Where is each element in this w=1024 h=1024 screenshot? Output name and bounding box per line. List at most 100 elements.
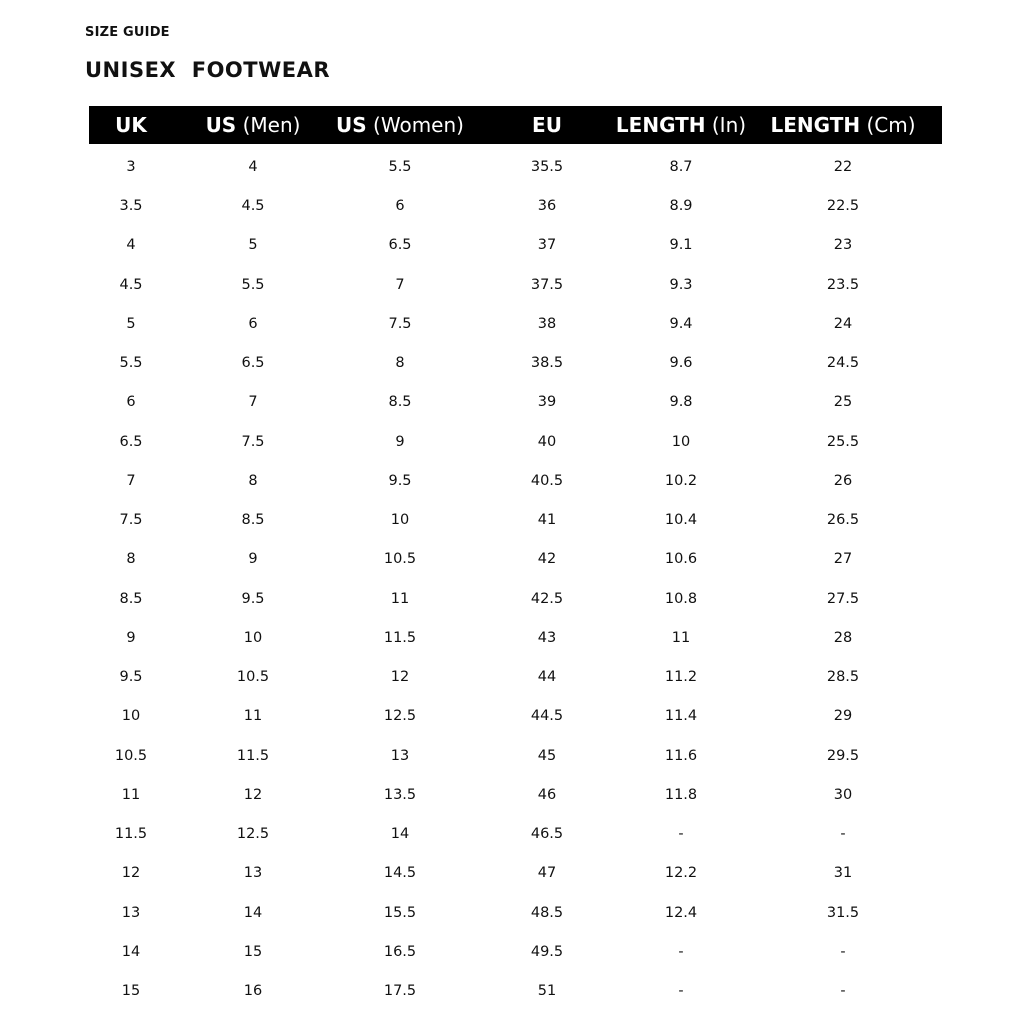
cell-us-women: 15.5 [383, 904, 417, 921]
cell-us-men: 7 [248, 394, 258, 411]
cell-length-in: 8.7 [669, 159, 693, 175]
cell-us-men: 5.5 [241, 276, 265, 293]
cell-us-women: 9 [395, 433, 405, 450]
cell-eu: 38 [537, 315, 557, 332]
cell-uk: 10 [121, 708, 141, 725]
column-header-length-cm: LENGTH (Cm) [770, 106, 915, 144]
cell-length-in: 11.8 [664, 786, 698, 803]
cell-length-in: 9.3 [669, 276, 693, 293]
cell-us-women: 16.5 [383, 943, 417, 960]
cell-us-women: 13.5 [383, 786, 417, 803]
cell-eu: 43 [537, 629, 557, 646]
cell-us-men: 9.5 [241, 590, 265, 607]
cell-length-cm: 27 [833, 551, 853, 568]
cell-uk: 5 [126, 315, 136, 332]
table-row: 4 5 6.5 37 9.1 23 [89, 235, 942, 255]
cell-uk: 10.5 [114, 747, 148, 764]
cell-us-women: 13 [390, 747, 410, 764]
cell-eu: 42 [537, 551, 557, 568]
cell-us-women: 10 [390, 512, 410, 529]
cell-us-men: 12 [243, 786, 263, 803]
cell-uk: 3 [126, 159, 136, 175]
cell-length-in: 10.8 [664, 590, 698, 607]
cell-us-men: 7.5 [241, 433, 265, 450]
cell-length-cm: 28 [833, 629, 853, 646]
cell-uk: 14 [121, 943, 141, 960]
cell-length-cm: - [840, 943, 846, 960]
cell-us-men: 10 [243, 629, 263, 646]
cell-us-men: 9 [248, 551, 258, 568]
cell-length-in: - [678, 826, 684, 843]
column-header-bold: UK [115, 113, 147, 137]
cell-uk: 9 [126, 629, 136, 646]
cell-length-in: 10.2 [664, 472, 698, 489]
page-title: UNISEX FOOTWEAR [85, 58, 331, 82]
column-header-bold: EU [532, 113, 562, 137]
cell-length-in: 8.9 [669, 198, 693, 215]
cell-eu: 38.5 [530, 355, 564, 372]
column-header-unit: (Women) [366, 113, 464, 137]
cell-length-cm: 24.5 [826, 355, 860, 372]
cell-length-cm: 29.5 [826, 747, 860, 764]
cell-us-women: 7 [395, 276, 405, 293]
cell-eu: 44.5 [530, 708, 564, 725]
table-row: 13 14 15.5 48.5 12.4 31.5 [89, 903, 942, 923]
cell-us-women: 17.5 [383, 983, 417, 1000]
cell-us-men: 10.5 [236, 669, 270, 686]
cell-us-women: 10.5 [383, 551, 417, 568]
cell-us-men: 4.5 [241, 198, 265, 215]
cell-us-women: 7.5 [388, 315, 412, 332]
table-row: 12 13 14.5 47 12.2 31 [89, 863, 942, 883]
cell-eu: 51 [537, 983, 557, 1000]
cell-us-women: 8.5 [388, 394, 412, 411]
table-row: 7 8 9.5 40.5 10.2 26 [89, 471, 942, 491]
column-header-eu: EU [532, 106, 562, 144]
cell-length-in: 12.4 [664, 904, 698, 921]
cell-length-cm: 27.5 [826, 590, 860, 607]
cell-eu: 41 [537, 512, 557, 529]
cell-us-men: 8.5 [241, 512, 265, 529]
cell-uk: 4 [126, 237, 136, 254]
cell-length-cm: 30 [833, 786, 853, 803]
cell-us-men: 6.5 [241, 355, 265, 372]
cell-eu: 46 [537, 786, 557, 803]
cell-us-men: 13 [243, 865, 263, 882]
cell-length-in: 11.4 [664, 708, 698, 725]
cell-length-in: 9.8 [669, 394, 693, 411]
column-header-bold: US [205, 113, 237, 137]
cell-us-men: 5 [248, 237, 258, 254]
table-row: 9 10 11.5 43 11 28 [89, 628, 942, 648]
cell-eu: 40.5 [530, 472, 564, 489]
cell-length-in: 9.4 [669, 315, 693, 332]
cell-length-in: 10 [671, 433, 691, 450]
table-row: 3 4 5.5 35.5 8.7 22 [89, 157, 942, 177]
cell-eu: 37 [537, 237, 557, 254]
cell-length-in: 12.2 [664, 865, 698, 882]
cell-length-cm: 24 [833, 315, 853, 332]
column-header-unit: (Men) [236, 113, 301, 137]
cell-uk: 11 [121, 786, 141, 803]
cell-eu: 37.5 [530, 276, 564, 293]
cell-uk: 4.5 [119, 276, 143, 293]
table-row: 9.5 10.5 12 44 11.2 28.5 [89, 667, 942, 687]
column-header-us-men: US (Men) [206, 106, 301, 144]
column-header-bold: US [336, 113, 367, 137]
cell-uk: 5.5 [119, 355, 143, 372]
cell-length-cm: 26 [833, 472, 853, 489]
cell-length-cm: 22 [833, 159, 853, 175]
cell-us-women: 11.5 [383, 629, 417, 646]
cell-us-men: 11.5 [236, 747, 270, 764]
cell-length-in: - [678, 983, 684, 1000]
table-row: 6 7 8.5 39 9.8 25 [89, 392, 942, 412]
cell-length-cm: 31 [833, 865, 853, 882]
cell-eu: 44 [537, 669, 557, 686]
cell-us-women: 8 [395, 355, 405, 372]
cell-length-in: 10.4 [664, 512, 698, 529]
table-row: 5 6 7.5 38 9.4 24 [89, 314, 942, 334]
cell-uk: 8 [126, 551, 136, 568]
cell-uk: 6 [126, 394, 136, 411]
table-row: 8 9 10.5 42 10.6 27 [89, 549, 942, 569]
cell-us-women: 6.5 [388, 237, 412, 254]
cell-length-cm: 25 [833, 394, 853, 411]
cell-length-in: - [678, 943, 684, 960]
